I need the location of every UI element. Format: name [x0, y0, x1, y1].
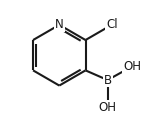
- Text: N: N: [55, 18, 64, 31]
- Text: B: B: [104, 74, 112, 87]
- Text: OH: OH: [99, 101, 117, 114]
- Text: OH: OH: [124, 60, 141, 73]
- Text: Cl: Cl: [106, 18, 118, 31]
